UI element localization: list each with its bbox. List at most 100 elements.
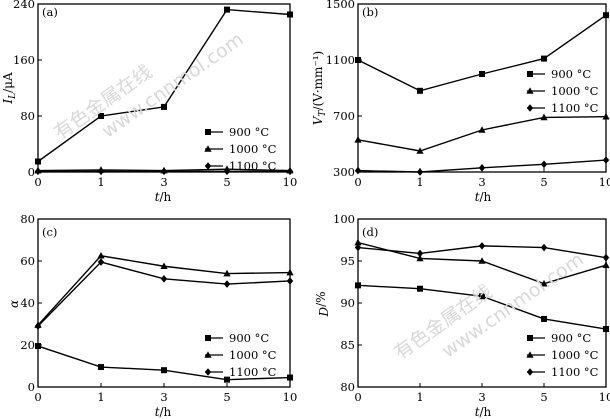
panel-b-data-point [541, 55, 547, 62]
panel-b-data-point [540, 113, 548, 121]
panel-a-ytick-label: 160 [13, 53, 35, 67]
panel-d-data-point [354, 243, 362, 252]
panel-a-legend-marker [204, 145, 212, 152]
panel-b-ytick-label: 300 [333, 165, 355, 179]
panel-a-xlabel: t/h [155, 190, 172, 204]
panel-a-legend-marker [204, 162, 212, 170]
panel-d-xtick-label: 10 [599, 390, 610, 404]
panel-b-xlabel: t/h [475, 190, 492, 204]
panel-a-plot: 0 1 3 5 10 0 80 160 240 900 °C 1000 °C 1100 °C [13, 0, 297, 189]
panel-b-legend-marker [526, 87, 534, 94]
panel-a-legend: 900 °C 1000 °C 1100 °C [204, 125, 277, 173]
panel-c-legend-label: 900 °C [229, 331, 269, 345]
panel-d-data-point [416, 254, 424, 262]
panel-c-data-point [34, 322, 42, 330]
panel-b-data-point [354, 166, 362, 175]
panel-d-data-point [602, 261, 610, 268]
panel-c-data-point [98, 364, 104, 371]
panel-a-data-point [224, 6, 230, 13]
panel-c-data-point [35, 343, 41, 350]
panel-c-legend-marker [204, 351, 212, 358]
panel-c-ytick-label: 40 [20, 296, 35, 310]
panel-b-label: (b) [362, 5, 378, 19]
panel-d-ytick-label: 80 [340, 380, 355, 394]
panel-b-xtick-label: 5 [540, 175, 547, 189]
panel-c-legend-label: 1000 °C [229, 348, 277, 362]
panel-c-label: (c) [42, 225, 57, 239]
panel-c-series-line [37, 261, 291, 327]
panel-b-data-point [602, 112, 610, 120]
panel-d-xtick-label: 0 [354, 390, 361, 404]
panel-c-ylabel: α [7, 300, 21, 308]
panel-b-data-point [417, 87, 423, 94]
panel-a-xtick-label: 1 [97, 175, 104, 189]
panel-b-legend-label: 900 °C [551, 67, 591, 81]
panel-c-data-point [223, 269, 231, 277]
panel-a-xtick-label: 10 [283, 175, 298, 189]
panel-d-legend-marker [527, 335, 533, 341]
panel-d-xtick-label: 1 [416, 390, 423, 404]
panel-d-legend-marker [526, 368, 534, 376]
watermark-top: 有色金属在线 www.cnnmol.com [50, 28, 247, 144]
panel-d-plot: 0 1 3 5 10 80 85 90 95 100 900 °C 1000 °C 1100 °C [333, 212, 610, 404]
panel-c-data-point [160, 275, 168, 283]
panel-d-ytick-label: 90 [340, 296, 355, 310]
panel-a-xtick-label: 0 [34, 175, 41, 189]
panel-c-ytick-label: 20 [20, 338, 35, 352]
panel-d-data-point [354, 238, 362, 246]
panel-b-data-point [603, 12, 609, 19]
panel-c-ytick-label: 0 [28, 380, 35, 394]
panel-d-data-point [603, 326, 609, 333]
panel-c-legend-marker [205, 335, 211, 341]
panel-b-data-point [540, 160, 548, 169]
panel-a-legend-marker [205, 129, 211, 135]
panel-c-xtick-label: 10 [283, 390, 298, 404]
panel-a-ytick-label: 80 [20, 109, 35, 123]
panel-d-label: (d) [362, 225, 378, 239]
panel-c-plot: 0 1 3 5 10 0 20 40 60 80 900 °C 1000 °C 1100 °C [20, 212, 297, 404]
panel-d-data-point [479, 293, 485, 300]
panel-d-data-point [602, 253, 610, 262]
panel-d-legend-label: 900 °C [551, 331, 591, 345]
panel-b-series-line [357, 116, 607, 152]
panel-d-legend: 900 °C 1000 °C 1100 °C [526, 331, 599, 379]
panel-d-data-point [416, 249, 424, 258]
panel-a-data-point [161, 103, 167, 110]
panel-c-data-point [224, 376, 230, 383]
panel-d-data-point [478, 257, 486, 264]
panel-d-data-point [478, 242, 486, 250]
panel-c-xtick-label: 1 [97, 390, 104, 404]
panel-c-data-point [223, 280, 231, 288]
panel-c-xtick-label: 3 [160, 390, 167, 404]
panel-a-label: (a) [42, 5, 58, 19]
panel-b-data-point [602, 156, 610, 164]
panel-b: (b) 0 1 3 5 10 300 700 1100 1500 900 °C 1000 °C 110… [311, 0, 610, 204]
panel-d-ytick-label: 85 [340, 338, 355, 352]
panel-c-legend-marker [204, 368, 212, 376]
panel-c-data-point [97, 258, 105, 266]
panel-b-data-point [416, 168, 424, 176]
panel-b-legend-marker [527, 71, 533, 77]
panel-c-ytick-label: 60 [20, 254, 35, 268]
panel-c-data-point [286, 277, 294, 285]
panel-d: (d) 0 1 3 5 10 80 85 90 95 100 900 °C 1000 °C 1100 °… [314, 212, 610, 419]
panel-d-ytick-label: 100 [333, 212, 355, 226]
panel-d-legend-marker [526, 351, 534, 358]
panel-b-ytick-label: 1100 [326, 53, 355, 67]
panel-d-data-point [355, 282, 361, 289]
panel-a-data-point [286, 167, 294, 176]
panel-d-data-point [540, 279, 548, 287]
panel-c-legend: 900 °C 1000 °C 1100 °C [204, 331, 277, 379]
panel-b-xtick-label: 10 [599, 175, 610, 189]
panel-a-legend-label: 1100 °C [229, 159, 277, 173]
panel-c-xtick-label: 5 [223, 390, 230, 404]
panel-b-xtick-label: 1 [416, 175, 423, 189]
panel-b-ylabel: VT/(V·mm⁻¹) [311, 51, 328, 125]
panel-c-xtick-label: 0 [34, 390, 41, 404]
panel-a-data-point [34, 167, 42, 176]
panel-d-legend-label: 1000 °C [551, 348, 599, 362]
panel-c-data-point [160, 262, 168, 270]
